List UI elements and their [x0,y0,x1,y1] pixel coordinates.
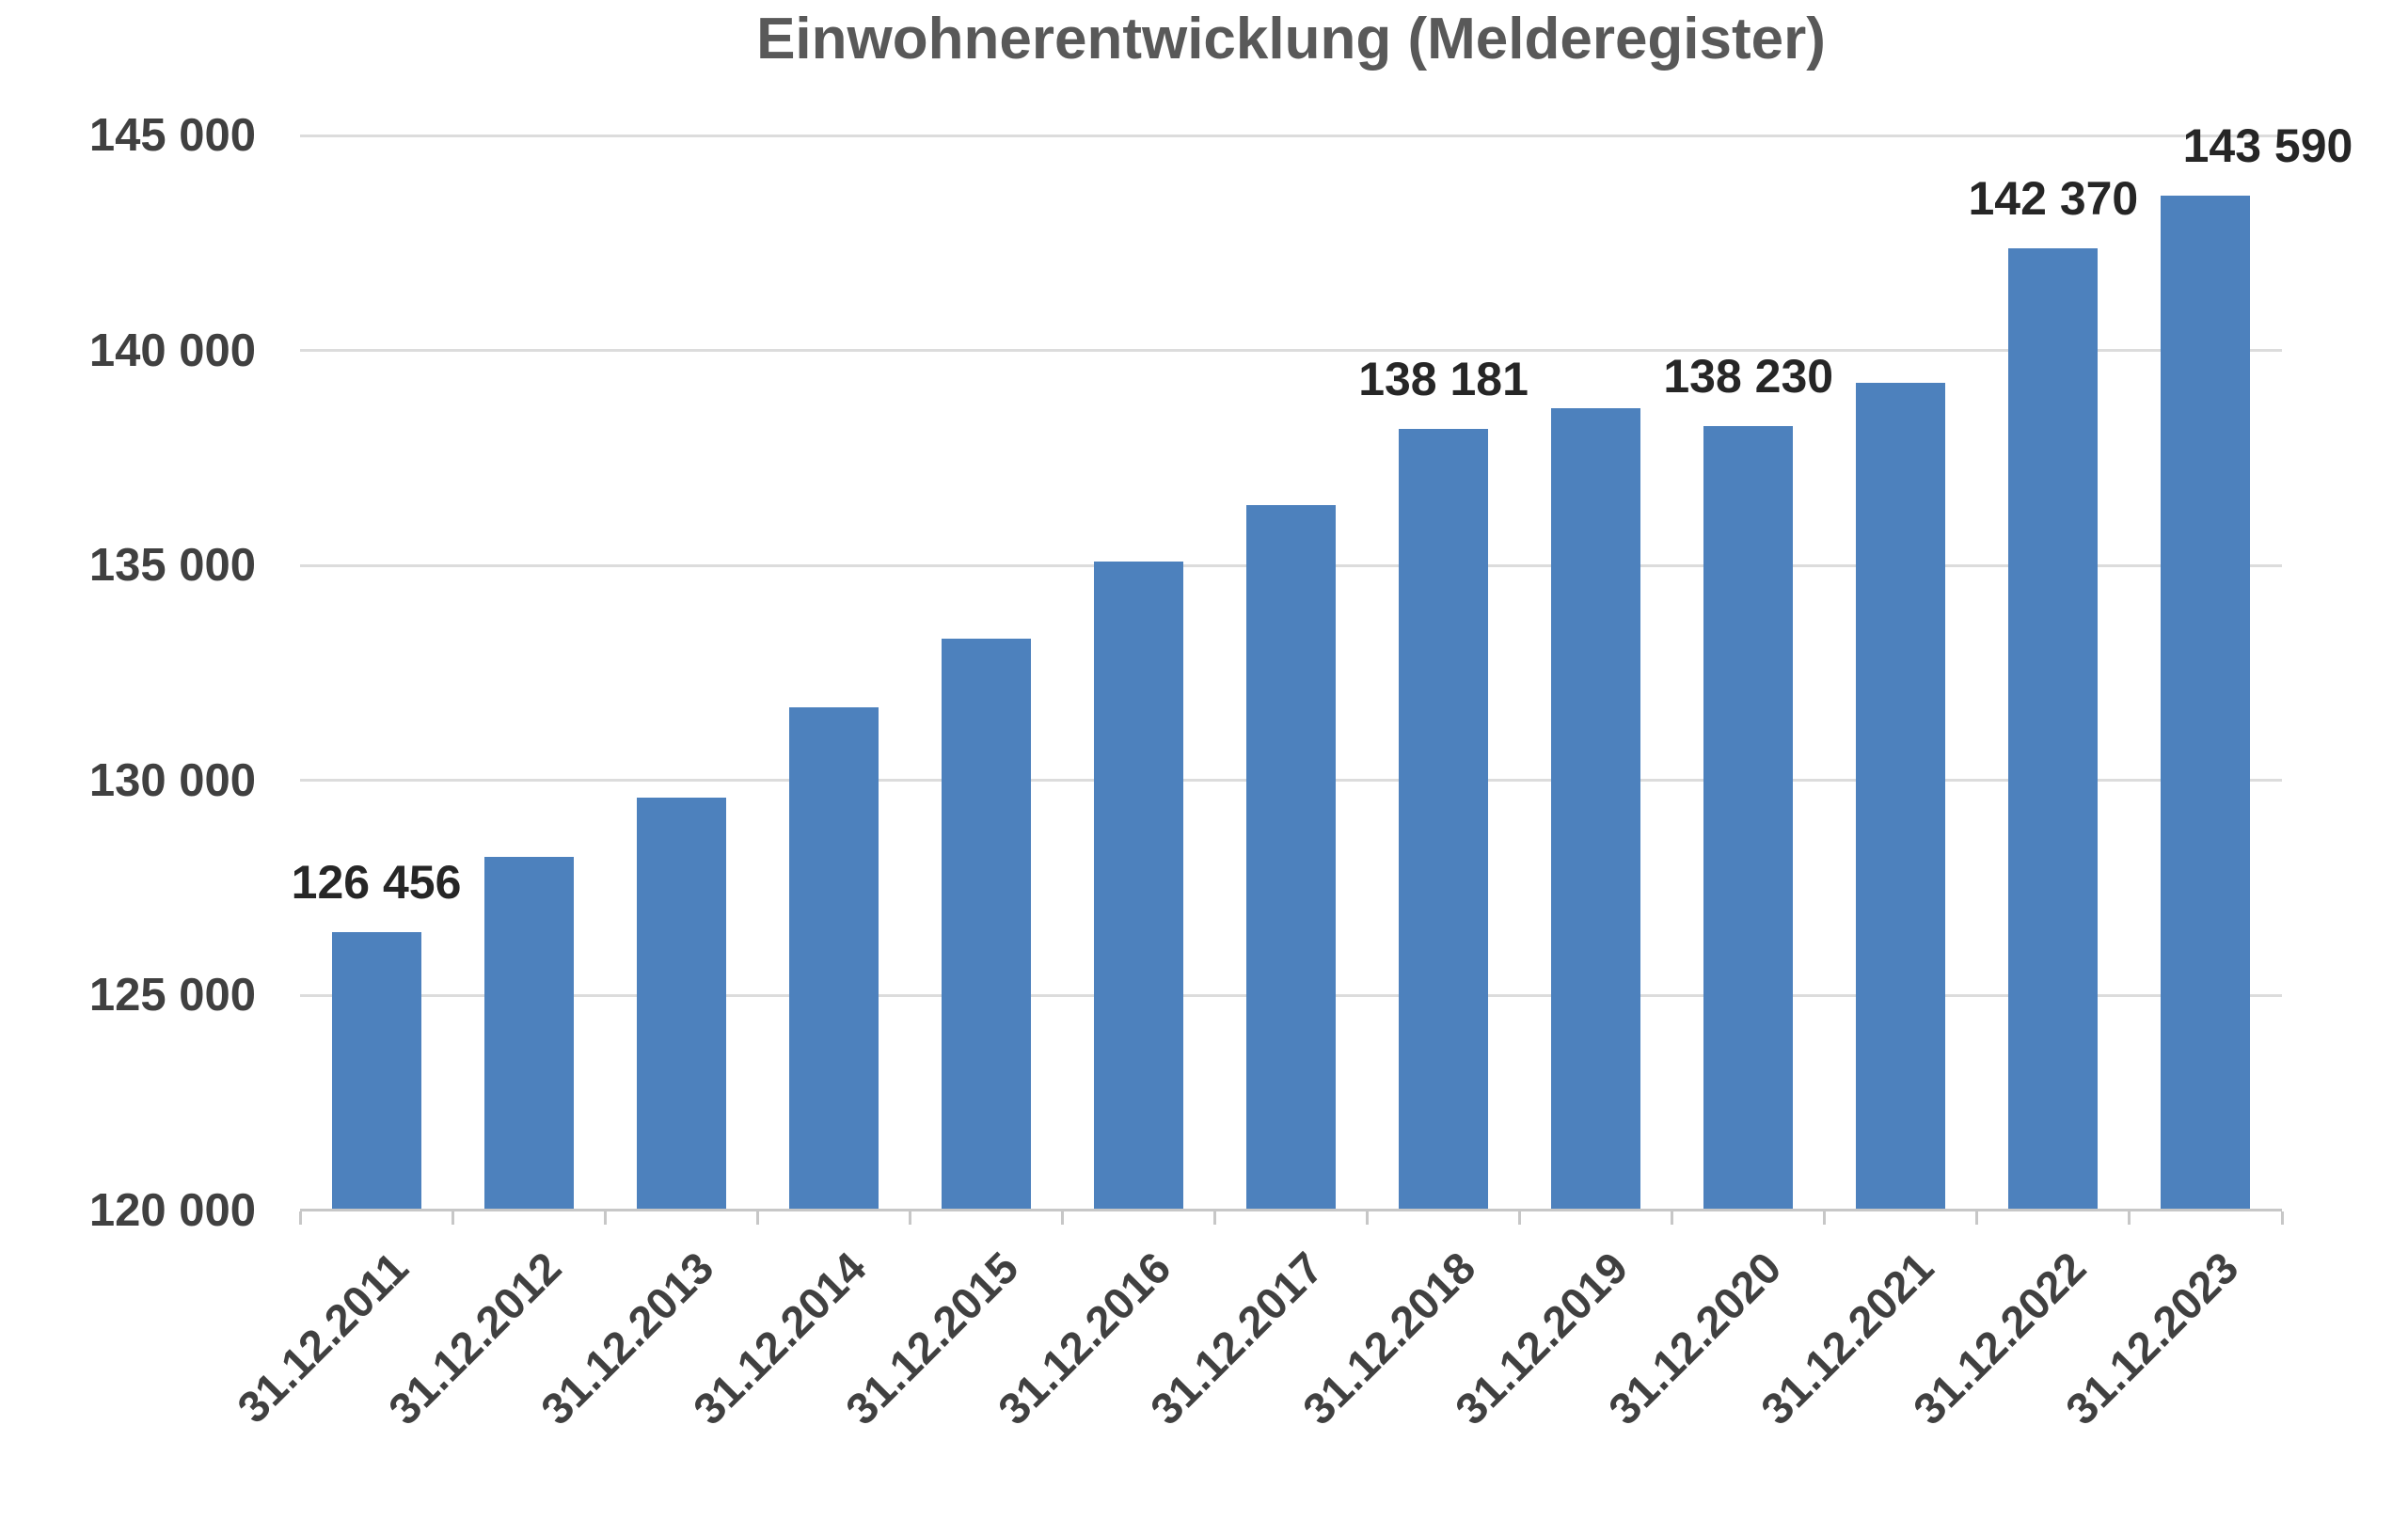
y-tick-label: 120 000 [88,1184,256,1236]
y-tick-label: 130 000 [88,754,256,806]
bar [331,932,421,1211]
bar [1856,382,1946,1211]
chart-title: Einwohnerentwicklung (Melderegister) [756,7,1826,71]
bar [1246,505,1336,1211]
bar-value-label: 142 370 [1968,172,2139,226]
gridline [300,134,2282,137]
x-axis-tick-mark [1975,1211,1979,1225]
y-tick-label: 140 000 [88,325,256,376]
bar [2008,248,2099,1211]
x-axis-tick-mark [603,1211,607,1225]
bar [1551,408,1641,1211]
x-axis-tick-mark [1518,1211,1522,1225]
bar [1093,561,1183,1211]
x-axis-tick-mark [2280,1211,2284,1225]
y-tick-label: 125 000 [88,970,256,1021]
bar-value-label: 143 590 [2182,119,2353,173]
x-axis-tick-mark [1671,1211,1674,1225]
x-axis-tick-mark [1060,1211,1064,1225]
bar [1703,426,1794,1211]
bar [1399,428,1489,1211]
x-axis-tick-mark [755,1211,759,1225]
bar-value-label: 126 456 [291,856,462,910]
x-axis-tick-mark [1212,1211,1216,1225]
x-axis-line [300,1209,2282,1211]
x-axis-tick-mark [1366,1211,1370,1225]
bar [2161,196,2251,1211]
bar [941,638,1031,1211]
gridline [300,349,2282,352]
y-tick-label: 135 000 [88,540,256,591]
y-tick-label: 145 000 [88,110,256,161]
x-axis-tick-mark [451,1211,454,1225]
bar [483,856,574,1211]
bar-value-label: 138 230 [1663,350,1834,404]
bar [788,706,879,1211]
x-axis-tick-mark [2128,1211,2131,1225]
x-axis-tick-mark [1823,1211,1827,1225]
x-axis-tick-mark [298,1211,302,1225]
x-axis-tick-mark [908,1211,911,1225]
bar [636,797,726,1211]
bar-value-label: 138 181 [1358,352,1529,405]
